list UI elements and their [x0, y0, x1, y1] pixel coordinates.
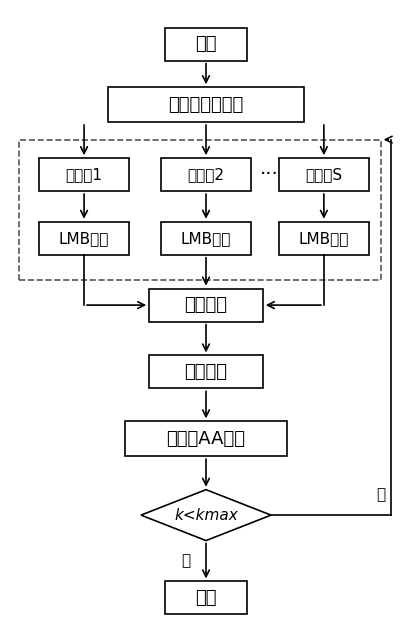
Bar [149, 288, 263, 322]
Text: 系统参数初始化: 系统参数初始化 [169, 96, 243, 114]
Text: 传感器S: 传感器S [305, 167, 342, 182]
Bar [149, 356, 263, 388]
Bar [161, 221, 251, 255]
Bar [161, 158, 251, 191]
Bar [40, 158, 129, 191]
Text: 传感器1: 传感器1 [66, 167, 103, 182]
Bar [108, 87, 304, 122]
Text: LMB滤波: LMB滤波 [59, 230, 109, 246]
Text: 是: 是 [181, 553, 190, 568]
Bar [165, 28, 247, 61]
Text: LMB滤波: LMB滤波 [299, 230, 349, 246]
Text: 泛洪通信: 泛洪通信 [185, 363, 227, 381]
Bar [19, 139, 381, 280]
Bar [125, 421, 287, 456]
Bar [40, 221, 129, 255]
Bar [279, 158, 369, 191]
Text: 否: 否 [376, 487, 385, 502]
Text: 传感器2: 传感器2 [187, 167, 225, 182]
Bar [279, 221, 369, 255]
Bar [165, 581, 247, 614]
Text: ···: ··· [260, 165, 279, 184]
Polygon shape [141, 490, 271, 541]
Text: 结束: 结束 [195, 589, 217, 607]
Text: 按标签AA融合: 按标签AA融合 [166, 429, 246, 447]
Text: 开始: 开始 [195, 35, 217, 53]
Text: LMB滤波: LMB滤波 [181, 230, 231, 246]
Text: 标签匹配: 标签匹配 [185, 296, 227, 314]
Text: k<kmax: k<kmax [174, 508, 238, 523]
